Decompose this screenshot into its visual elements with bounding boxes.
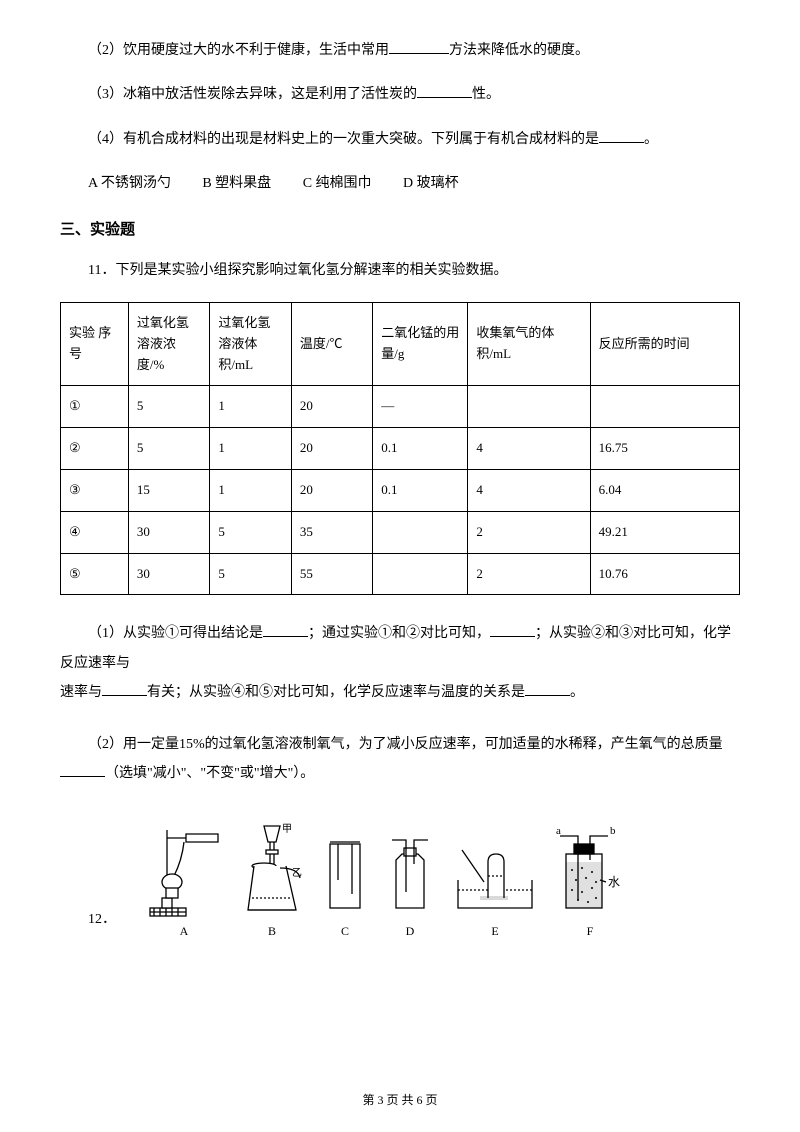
col-header: 温度/℃ bbox=[291, 302, 372, 385]
option-a: A 不锈钢汤勺 bbox=[88, 173, 171, 195]
apparatus-e-icon bbox=[450, 820, 540, 920]
label-c: C bbox=[341, 922, 349, 941]
table-body: ①5120— ②51200.1416.75 ③151200.146.04 ④30… bbox=[61, 386, 740, 595]
q11-part2: （2）用一定量15%的过氧化氢溶液制氧气，为了减小反应速率，可加适量的水稀释，产… bbox=[60, 730, 740, 789]
apparatus-f: a b 水 F bbox=[552, 820, 628, 941]
label-a: A bbox=[180, 922, 189, 941]
label-f: F bbox=[587, 922, 594, 941]
blank bbox=[490, 623, 535, 637]
q3-pre: （3）冰箱中放活性炭除去异味，这是利用了活性炭的 bbox=[88, 87, 417, 102]
q2-pre: （2）饮用硬度过大的水不利于健康，生活中常用 bbox=[88, 43, 389, 58]
svg-text:水: 水 bbox=[608, 875, 620, 889]
col-header: 二氧化锰的用量/g bbox=[373, 302, 468, 385]
question-4: （4）有机合成材料的出现是材料史上的一次重大突破。下列属于有机合成材料的是 。 bbox=[60, 129, 740, 151]
apparatus-d-icon bbox=[382, 820, 438, 920]
svg-text:a: a bbox=[556, 825, 561, 837]
blank bbox=[60, 763, 105, 777]
apparatus-d: D bbox=[382, 820, 438, 941]
option-c: C 纯棉围巾 bbox=[303, 173, 372, 195]
col-header: 过氧化氢溶液体积/mL bbox=[210, 302, 291, 385]
apparatus-a-icon bbox=[144, 820, 224, 920]
table-row: ④30535249.21 bbox=[61, 511, 740, 553]
blank bbox=[599, 129, 644, 143]
apparatus-e: E bbox=[450, 820, 540, 941]
blank bbox=[263, 623, 308, 637]
q2-post: 方法来降低水的硬度。 bbox=[449, 43, 589, 58]
q4-post: 。 bbox=[644, 132, 658, 147]
apparatus-c: C bbox=[320, 820, 370, 941]
question-11: 11．下列是某实验小组探究影响过氧化氢分解速率的相关实验数据。 bbox=[60, 260, 740, 282]
question-12-number: 12． bbox=[60, 909, 116, 941]
option-d: D 玻璃杯 bbox=[403, 173, 459, 195]
q11-part1: （1）从实验①可得出结论是；通过实验①和②对比可知，；从实验②和③对比可知，化学… bbox=[60, 619, 740, 707]
section-3-title: 三、实验题 bbox=[60, 218, 740, 242]
question-12-row: 12． A bbox=[60, 808, 740, 941]
q4-pre: （4）有机合成材料的出现是材料史上的一次重大突破。下列属于有机合成材料的是 bbox=[88, 132, 599, 147]
svg-text:甲: 甲 bbox=[282, 824, 292, 835]
question-3: （3）冰箱中放活性炭除去异味，这是利用了活性炭的 性。 bbox=[60, 84, 740, 106]
blank bbox=[389, 40, 449, 54]
q3-post: 性。 bbox=[472, 87, 500, 102]
label-e: E bbox=[491, 922, 498, 941]
apparatus-a: A bbox=[144, 820, 224, 941]
blank bbox=[102, 682, 147, 696]
apparatus-c-icon bbox=[320, 820, 370, 920]
apparatus-row: A 甲 乙 B bbox=[124, 820, 628, 941]
label-d: D bbox=[406, 922, 415, 941]
blank bbox=[417, 84, 472, 98]
apparatus-f-icon: a b 水 bbox=[552, 820, 628, 920]
blank bbox=[525, 682, 570, 696]
page-footer: 第 3 页 共 6 页 bbox=[0, 1091, 800, 1110]
experiment-table: 实验 序号 过氧化氢溶液浓度/% 过氧化氢溶液体积/mL 温度/℃ 二氧化锰的用… bbox=[60, 302, 740, 595]
question-4-options: A 不锈钢汤勺 B 塑料果盘 C 纯棉围巾 D 玻璃杯 bbox=[60, 173, 740, 195]
table-row: ⑤30555210.76 bbox=[61, 553, 740, 595]
svg-text:乙: 乙 bbox=[292, 867, 302, 879]
col-header: 实验 序号 bbox=[61, 302, 129, 385]
col-header: 过氧化氢溶液浓度/% bbox=[128, 302, 209, 385]
question-2: （2）饮用硬度过大的水不利于健康，生活中常用 方法来降低水的硬度。 bbox=[60, 40, 740, 62]
svg-text:b: b bbox=[610, 825, 616, 837]
col-header: 收集氧气的体积/mL bbox=[468, 302, 590, 385]
table-row: ①5120— bbox=[61, 386, 740, 428]
col-header: 反应所需的时间 bbox=[590, 302, 739, 385]
apparatus-b-icon: 甲 乙 bbox=[236, 820, 308, 920]
label-b: B bbox=[268, 922, 276, 941]
table-row: ②51200.1416.75 bbox=[61, 428, 740, 470]
table-header-row: 实验 序号 过氧化氢溶液浓度/% 过氧化氢溶液体积/mL 温度/℃ 二氧化锰的用… bbox=[61, 302, 740, 385]
option-b: B 塑料果盘 bbox=[202, 173, 271, 195]
table-row: ③151200.146.04 bbox=[61, 469, 740, 511]
apparatus-b: 甲 乙 B bbox=[236, 820, 308, 941]
